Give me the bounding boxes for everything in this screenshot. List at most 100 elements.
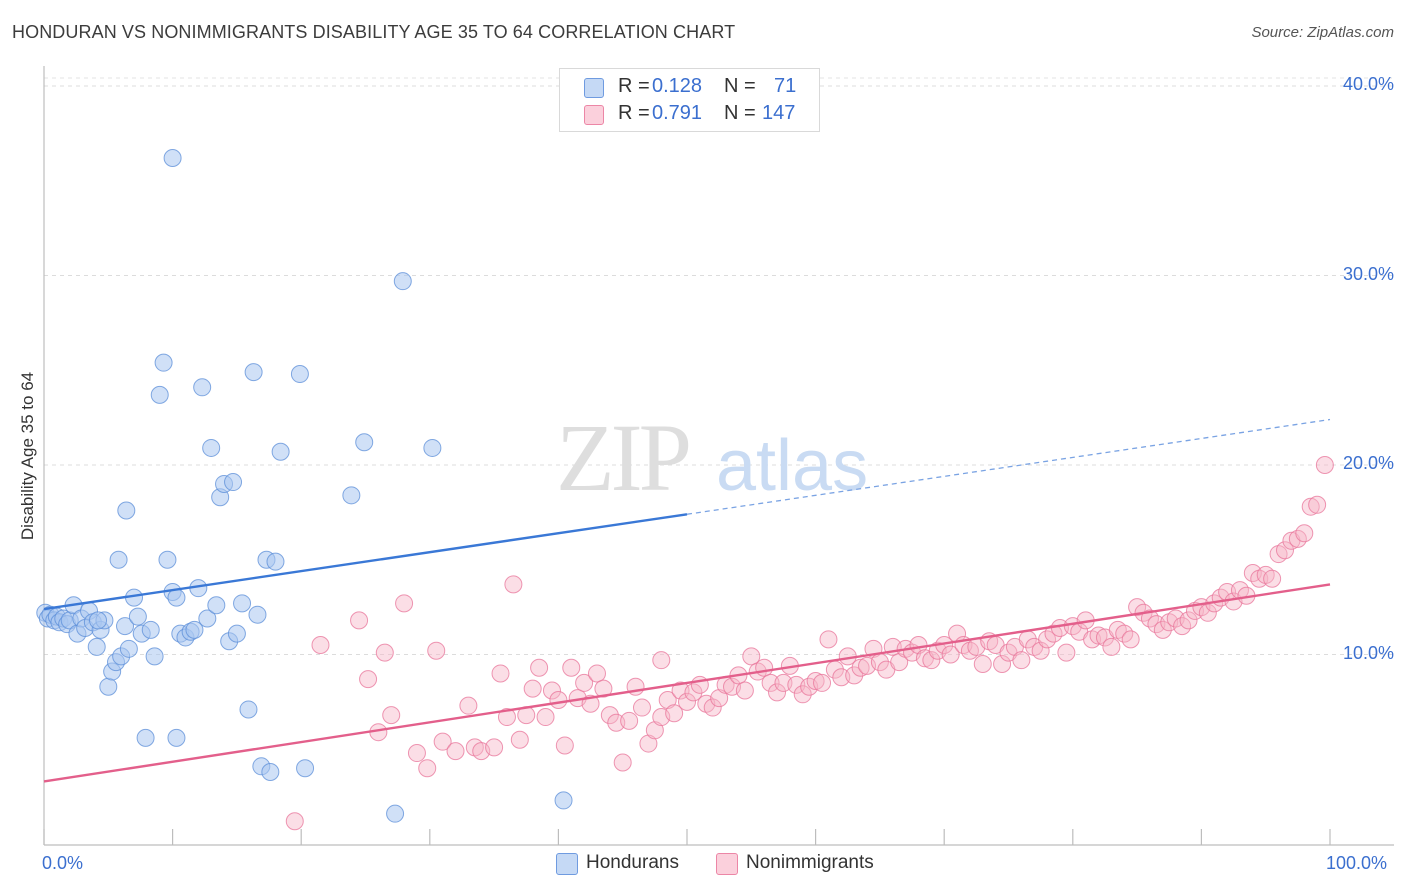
y-tick-label: 40.0%: [1342, 74, 1394, 94]
honduran-point: [99, 677, 118, 696]
nonimmigrant-point: [742, 647, 761, 666]
nonimmigrant-point: [600, 706, 619, 725]
nonimmigrant-point: [1121, 630, 1140, 649]
legend-swatch-nonimmigrants: [584, 105, 604, 125]
trend-lines: [43, 418, 1331, 783]
honduran-point: [185, 620, 204, 639]
nonimmigrant-point: [678, 692, 696, 711]
nonimmigrant-point: [491, 664, 510, 683]
nonimmigrant-point: [536, 708, 555, 727]
nonimmigrant-point: [1263, 569, 1282, 588]
honduran-point: [141, 620, 160, 639]
honduran-point: [227, 624, 246, 643]
chart-title: HONDURAN VS NONIMMIGRANTS DISABILITY AGE…: [12, 22, 736, 42]
honduran-point: [167, 728, 186, 747]
bottom-legend-swatch-hondurans: [556, 853, 578, 875]
nonimmigrant-point: [575, 673, 594, 692]
bottom-legend-swatch-nonimmigrants: [716, 853, 738, 875]
nonimmigrant-point: [806, 672, 825, 691]
x-tick-label-max: 100.0%: [1326, 853, 1388, 873]
honduran-point: [117, 501, 136, 520]
legend-r-label: R =: [618, 102, 650, 124]
honduran-point: [423, 438, 442, 457]
nonimmigrant-point: [735, 681, 754, 700]
nonimmigrant-point: [1153, 620, 1172, 639]
watermark-atlas: atlas: [716, 426, 868, 506]
nonimmigrant-point: [395, 594, 414, 613]
honduran-point: [271, 442, 290, 461]
nonimmigrant-point: [433, 732, 452, 751]
legend-r-value: 0.791: [652, 102, 703, 124]
nonimmigrant-point: [710, 689, 729, 708]
nonimmigrant-point: [755, 658, 774, 677]
nonimmigrant-point: [504, 575, 523, 594]
honduran-point: [136, 728, 155, 747]
nonimmigrant-point: [941, 645, 960, 664]
honduran-point: [207, 596, 226, 615]
nonimmigrant-point: [1012, 651, 1031, 670]
nonimmigrant-point: [645, 721, 664, 740]
legend-r-label: R =: [618, 75, 650, 97]
nonimmigrant-point: [562, 658, 581, 677]
y-tick-label: 30.0%: [1342, 263, 1394, 284]
nonimmigrant-point: [658, 690, 677, 709]
honduran-point: [193, 378, 212, 397]
honduran-trend-line: [43, 513, 688, 611]
honduran-point: [239, 700, 258, 719]
honduran-point: [290, 365, 309, 384]
nonimmigrant-point: [594, 679, 613, 698]
honduran-point: [266, 552, 285, 571]
nonimmigrant-point: [761, 673, 780, 692]
honduran-point: [355, 433, 374, 452]
honduran-point: [244, 363, 263, 382]
nonimmigrant-point: [1089, 626, 1108, 645]
nonimmigrant-point: [497, 708, 516, 727]
legend-swatch-hondurans: [584, 78, 604, 98]
nonimmigrant-point: [418, 759, 437, 778]
nonimmigrant-point: [768, 683, 787, 702]
nonimmigrant-point: [523, 679, 542, 698]
nonimmigrant-point: [459, 696, 478, 715]
nonimmigrant-point: [613, 753, 632, 772]
nonimmigrant-point: [510, 730, 529, 749]
nonimmigrant-point: [1179, 611, 1198, 630]
nonimmigrant-point: [542, 681, 561, 700]
nonimmigrant-point: [549, 690, 568, 709]
nonimmigrant-point: [1301, 497, 1320, 516]
y-axis-label: Disability Age 35 to 64: [18, 371, 37, 541]
nonimmigrant-point: [1295, 524, 1314, 543]
nonimmigrant-point: [350, 611, 369, 630]
honduran-point: [89, 611, 108, 630]
honduran-trend-extension: [686, 418, 1331, 515]
nonimmigrant-point: [446, 742, 465, 761]
nonimmigrant-point: [665, 704, 684, 723]
legend-n-label: N =: [724, 102, 756, 124]
nonimmigrant-point: [1275, 541, 1294, 560]
nonimmigrant-point: [311, 636, 330, 655]
honduran-point: [248, 605, 267, 624]
nonimmigrant-point: [359, 670, 378, 689]
y-tick-label: 10.0%: [1342, 642, 1394, 663]
nonimmigrant-point: [703, 698, 722, 717]
nonimmigrant-point: [427, 641, 446, 660]
nonimmigrant-point: [639, 734, 658, 753]
axes: [43, 66, 1394, 846]
honduran-point: [393, 272, 412, 291]
honduran-point: [233, 594, 252, 613]
nonimmigrant-point: [684, 683, 703, 702]
nonimmigrant-point: [382, 706, 401, 725]
nonimmigrant-point: [375, 643, 394, 662]
honduran-point: [158, 550, 177, 569]
legend-n-value: 71: [774, 75, 797, 97]
nonimmigrant-point: [530, 658, 549, 677]
nonimmigrant-point: [890, 653, 909, 672]
nonimmigrant-point: [632, 698, 651, 717]
legend-r-value: 0.128: [652, 75, 703, 97]
grid-lines: [44, 77, 1394, 655]
y-tick-label: 20.0%: [1342, 453, 1394, 473]
honduran-point: [150, 385, 169, 404]
honduran-point: [87, 637, 106, 656]
nonimmigrant-point: [652, 651, 671, 670]
nonimmigrant-point: [1031, 641, 1050, 660]
